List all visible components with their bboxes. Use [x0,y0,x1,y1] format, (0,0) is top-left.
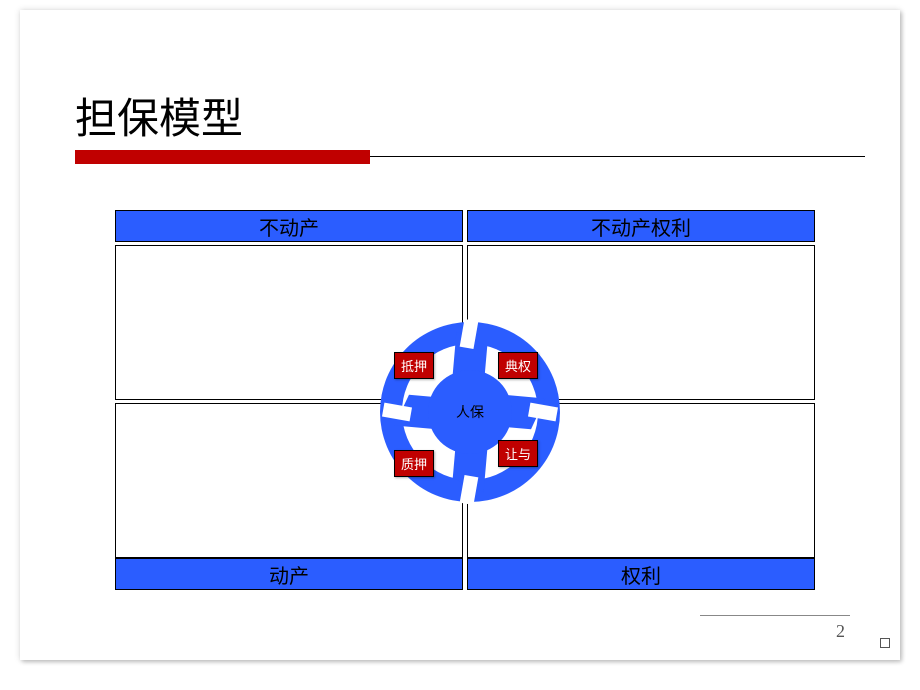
header-bottom-right: 权利 [467,558,815,590]
hub-tag-bottom-left: 质押 [394,450,434,477]
hub-tag-bottom-right: 让与 [498,440,538,467]
quadrant-grid: 不动产 不动产权利 动产 权利 人保 抵押 典权 质押 [115,210,815,590]
hub-tag-top-right: 典权 [498,352,538,379]
hub-tag-top-left: 抵押 [394,352,434,379]
header-bottom-left: 动产 [115,558,463,590]
page-number: 2 [836,621,845,642]
slide-title: 担保模型 [75,85,243,146]
title-area: 担保模型 [75,85,243,146]
title-red-bar [75,150,370,164]
footer-line [700,615,850,616]
header-top-left: 不动产 [115,210,463,242]
hub-center-label: 人保 [456,402,484,422]
corner-square-icon [880,638,890,648]
hub-diagram: 人保 抵押 典权 质押 让与 [380,322,560,502]
header-top-right: 不动产权利 [467,210,815,242]
title-thin-line [370,156,865,157]
title-underline [75,150,865,164]
slide: 担保模型 不动产 不动产权利 动产 权利 人保 [20,10,900,660]
